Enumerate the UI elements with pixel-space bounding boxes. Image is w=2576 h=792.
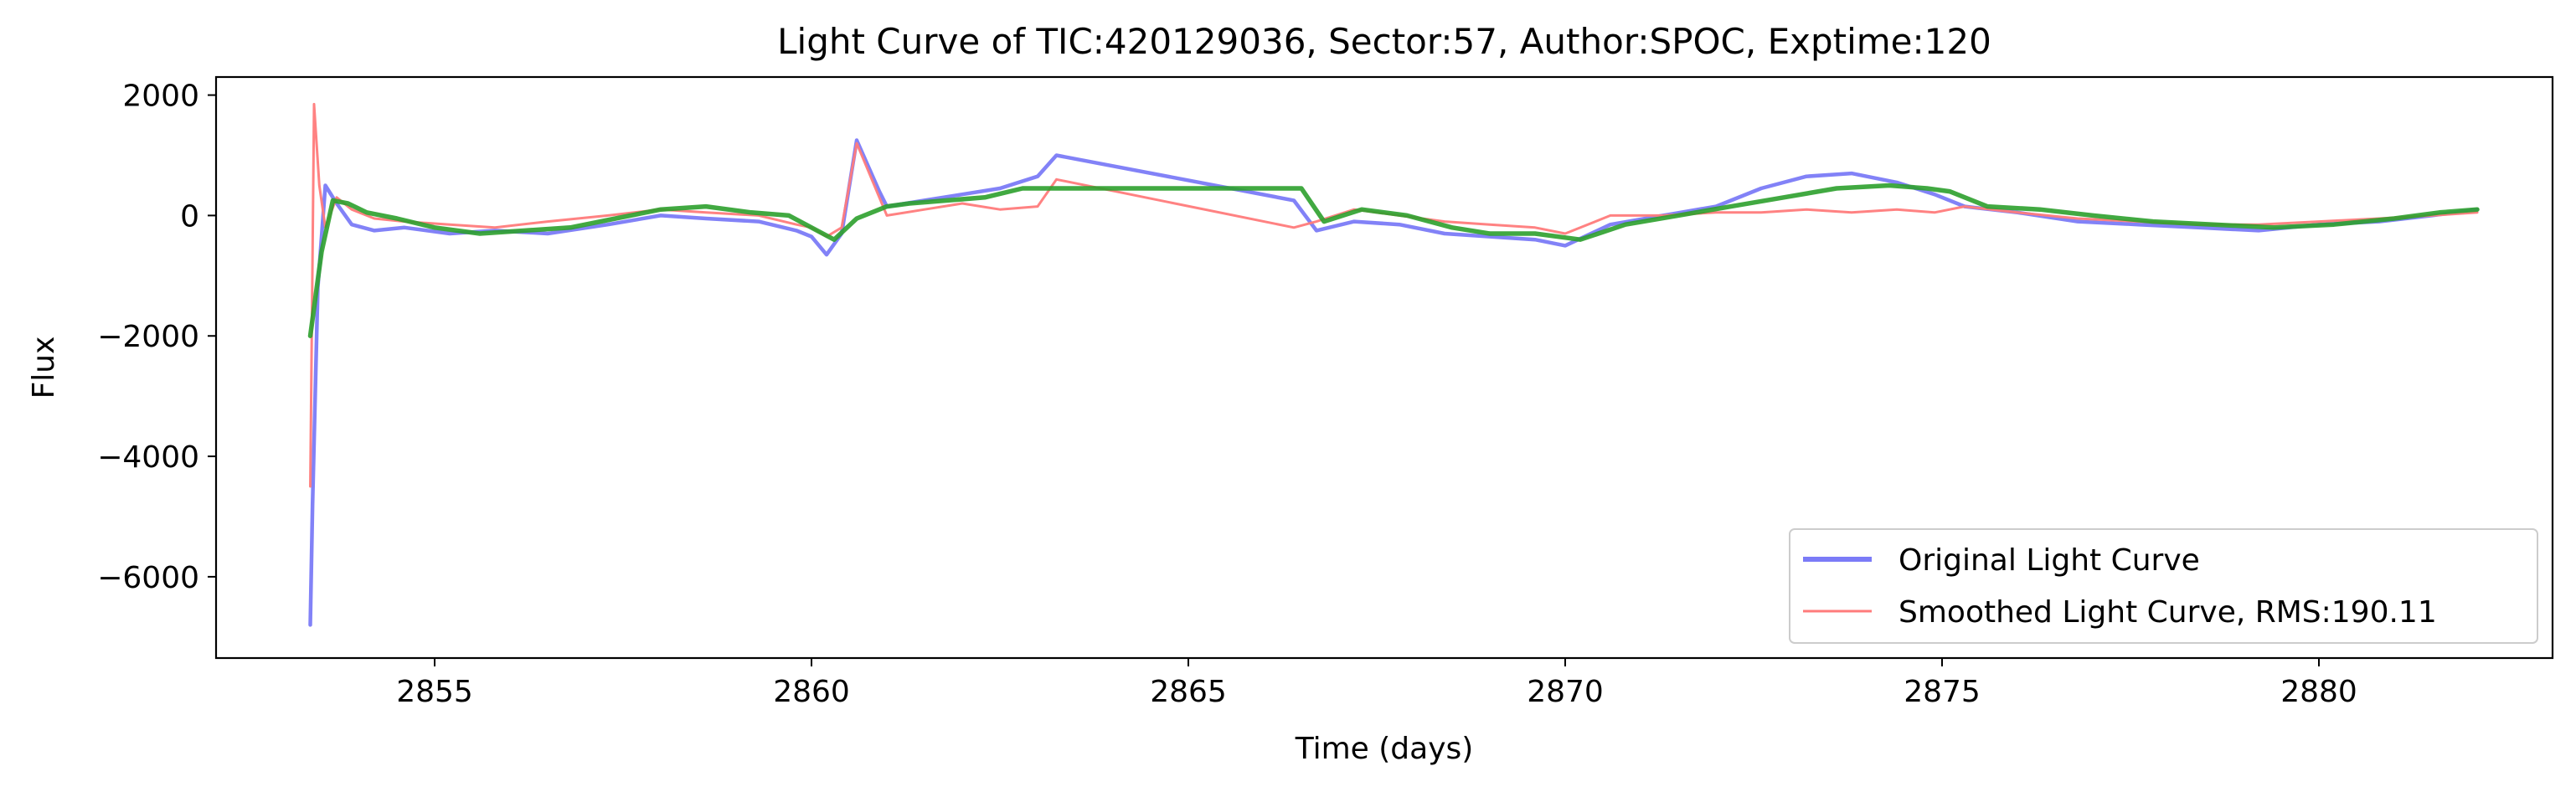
series-layer: [307, 102, 2480, 627]
x-axis-label: Time (days): [1295, 732, 1474, 766]
legend-box: [1789, 528, 2538, 644]
chart-title: Light Curve of TIC:420129036, Sector:57,…: [777, 21, 1991, 62]
x-tick-label: 2855: [396, 675, 473, 709]
y-tick-label: −4000: [97, 440, 199, 475]
x-tick-label: 2870: [1527, 675, 1604, 709]
y-tick-label: −6000: [97, 561, 199, 595]
trend-line: [307, 183, 2480, 338]
y-tick-label: 0: [180, 199, 199, 234]
x-tick-label: 2860: [773, 675, 850, 709]
legend: Original Light Curve Smoothed Light Curv…: [1789, 528, 2538, 644]
legend-label-original: Original Light Curve: [1899, 543, 2200, 578]
plot-frame: [214, 75, 2554, 660]
x-ticks: 2855 2860 2865 2870 2875 2880: [396, 658, 2357, 709]
y-tick-label: −2000: [97, 320, 199, 354]
x-tick-label: 2880: [2280, 675, 2357, 709]
y-axis-label: Flux: [27, 337, 61, 399]
smoothed-light-curve-line: [309, 102, 2479, 488]
x-tick-label: 2875: [1904, 675, 1981, 709]
y-ticks: −6000 −4000 −2000 0 2000: [97, 80, 216, 595]
legend-label-smoothed: Smoothed Light Curve, RMS:190.11: [1899, 595, 2437, 630]
y-tick-label: 2000: [122, 80, 199, 114]
x-tick-label: 2865: [1150, 675, 1227, 709]
